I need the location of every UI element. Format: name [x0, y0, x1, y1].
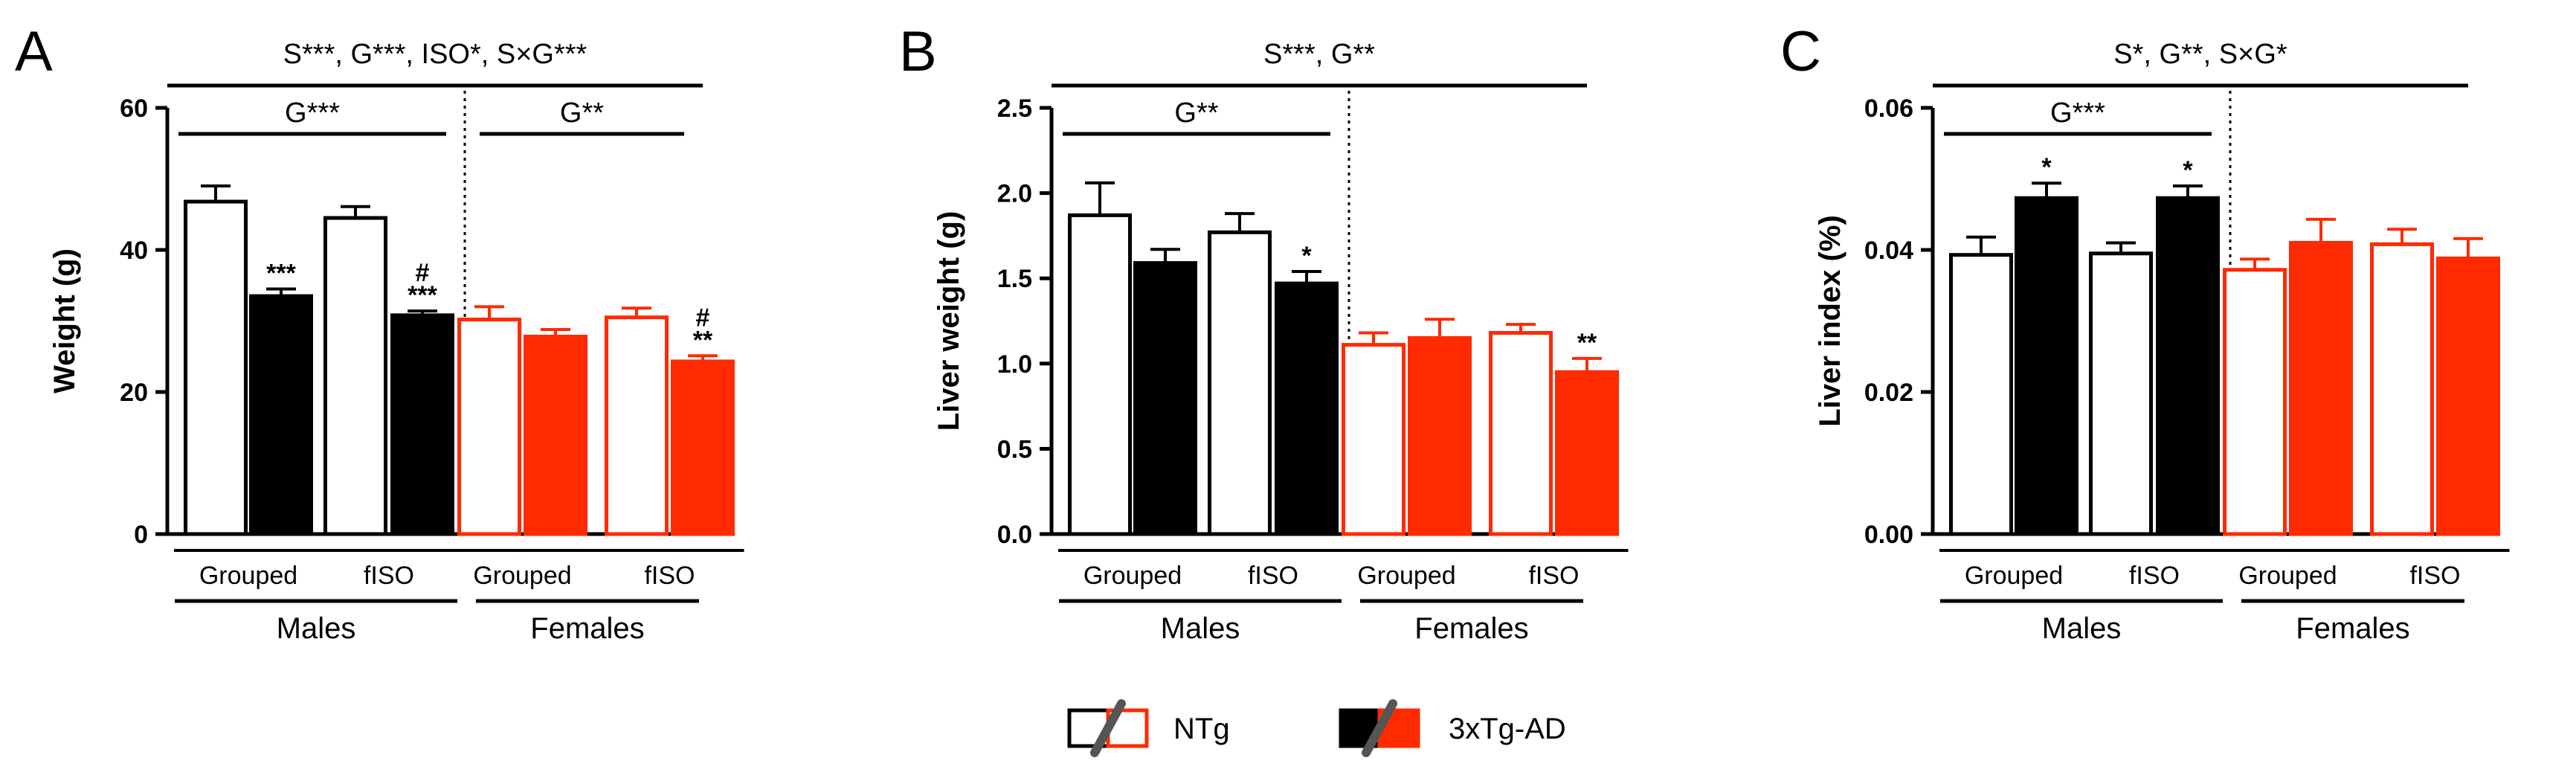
- stats-label-males: G***: [285, 97, 340, 129]
- group-label: Grouped: [1083, 562, 1182, 590]
- bar-tg-1: [2015, 196, 2078, 536]
- bar-ntg-2: [1208, 230, 1272, 536]
- group-label: fISO: [1248, 562, 1298, 590]
- panel-letter: B: [899, 20, 937, 83]
- bar-tg-1: [1133, 261, 1197, 536]
- bar-ntg-1: [1949, 253, 2013, 536]
- panel-c: C S*, G**, S×G* 0.00 0.02 0.04 0.06 Liver inde…: [1780, 20, 2510, 645]
- bar-tg-2: [1275, 281, 1339, 536]
- bar-ntg-3: [1342, 343, 1405, 536]
- legend-slash-tg: [1362, 699, 1397, 757]
- group-label: fISO: [364, 562, 414, 590]
- bar-tg-1: [249, 294, 313, 536]
- bar-tg-2: [390, 313, 454, 536]
- y-tick-label: 2.0: [997, 180, 1032, 208]
- bar-ntg-1: [184, 199, 248, 536]
- bar-ntg-4: [1489, 331, 1553, 536]
- y-tick-label: 0: [134, 521, 148, 549]
- panel-b: B S***, G** 0.0 0.5 1.0 1.5 2.0 2.5 Liver weight…: [899, 20, 1629, 645]
- stats-label-top: S***, G**: [1263, 39, 1375, 70]
- bar-tg-3: [1408, 335, 1472, 536]
- stats-label-males: G***: [2050, 97, 2105, 129]
- bar-tg-4: [2436, 256, 2500, 536]
- y-tick-label: 1.0: [997, 350, 1032, 379]
- bar-tg-3: [524, 335, 587, 536]
- bar-ntg-1: [1068, 213, 1132, 536]
- bar-ntg-3: [2223, 268, 2287, 536]
- significance-marker: *: [1301, 242, 1312, 270]
- group-label: fISO: [2409, 562, 2460, 590]
- panel-a: A S***, G***, ISO*, S×G*** 0 20 40 60 Weight (…: [15, 20, 744, 645]
- stats-label-top: S*, G**, S×G*: [2113, 39, 2287, 70]
- y-tick-label: 0.02: [1864, 379, 1913, 407]
- group-label: Grouped: [473, 562, 571, 590]
- significance-marker: **: [1577, 329, 1597, 357]
- sex-label: Males: [277, 612, 356, 645]
- stats-label-males: G**: [1174, 97, 1218, 129]
- bar-tg-4: [671, 359, 735, 536]
- significance-marker: #: [416, 259, 430, 287]
- group-label: fISO: [1528, 562, 1579, 590]
- bar-ntg-2: [323, 216, 387, 536]
- legend-swatch-ntg-female: [1106, 708, 1149, 748]
- bar-ntg-3: [457, 318, 521, 536]
- panel-letter: A: [15, 20, 53, 83]
- significance-marker: ***: [266, 260, 296, 288]
- sex-label: Females: [530, 612, 644, 645]
- significance-marker: **: [693, 326, 713, 354]
- bar-ntg-4: [605, 315, 669, 536]
- legend-label-tg: 3xTg-AD: [1449, 713, 1566, 745]
- y-tick-label: 0.04: [1864, 237, 1913, 265]
- y-axis-label: Weight (g): [48, 248, 81, 393]
- significance-marker: *: [2041, 153, 2052, 181]
- significance-marker: #: [696, 303, 710, 332]
- group-label: Grouped: [1357, 562, 1455, 590]
- sex-label: Males: [2042, 612, 2122, 645]
- y-tick-label: 40: [120, 237, 148, 265]
- sex-label: Females: [2296, 612, 2409, 645]
- y-axis-label: Liver weight (g): [933, 211, 965, 431]
- y-tick-label: 0.06: [1864, 94, 1913, 123]
- sex-label: Males: [1161, 612, 1240, 645]
- bar-tg-3: [2289, 240, 2353, 536]
- bar-ntg-4: [2370, 242, 2434, 536]
- significance-marker: *: [2183, 156, 2193, 184]
- group-label: fISO: [2129, 562, 2180, 590]
- y-tick-label: 1.5: [997, 265, 1032, 293]
- group-label: Grouped: [1965, 562, 2063, 590]
- bar-ntg-2: [2089, 251, 2153, 536]
- legend-label-ntg: NTg: [1173, 713, 1230, 745]
- bar-tg-2: [2156, 196, 2220, 536]
- stats-label-females: G**: [560, 97, 604, 129]
- legend-slash-ntg: [1090, 699, 1126, 757]
- group-label: Grouped: [199, 562, 297, 590]
- stats-label-top: S***, G***, ISO*, S×G***: [283, 39, 587, 70]
- bar-tg-4: [1555, 370, 1619, 536]
- y-tick-label: 60: [120, 94, 148, 123]
- group-label: fISO: [644, 562, 695, 590]
- y-tick-label: 0.5: [997, 435, 1032, 463]
- sex-label: Females: [1414, 612, 1528, 645]
- y-tick-label: 20: [120, 379, 148, 407]
- y-tick-label: 0.00: [1864, 521, 1913, 549]
- y-tick-label: 2.5: [997, 94, 1032, 123]
- panel-letter: C: [1780, 20, 1821, 83]
- significance-marker: ***: [408, 281, 437, 309]
- y-tick-label: 0.0: [997, 521, 1032, 549]
- group-label: Grouped: [2238, 562, 2337, 590]
- legend: NTg 3xTg-AD: [1067, 699, 1566, 757]
- y-axis-label: Liver index (%): [1814, 215, 1846, 427]
